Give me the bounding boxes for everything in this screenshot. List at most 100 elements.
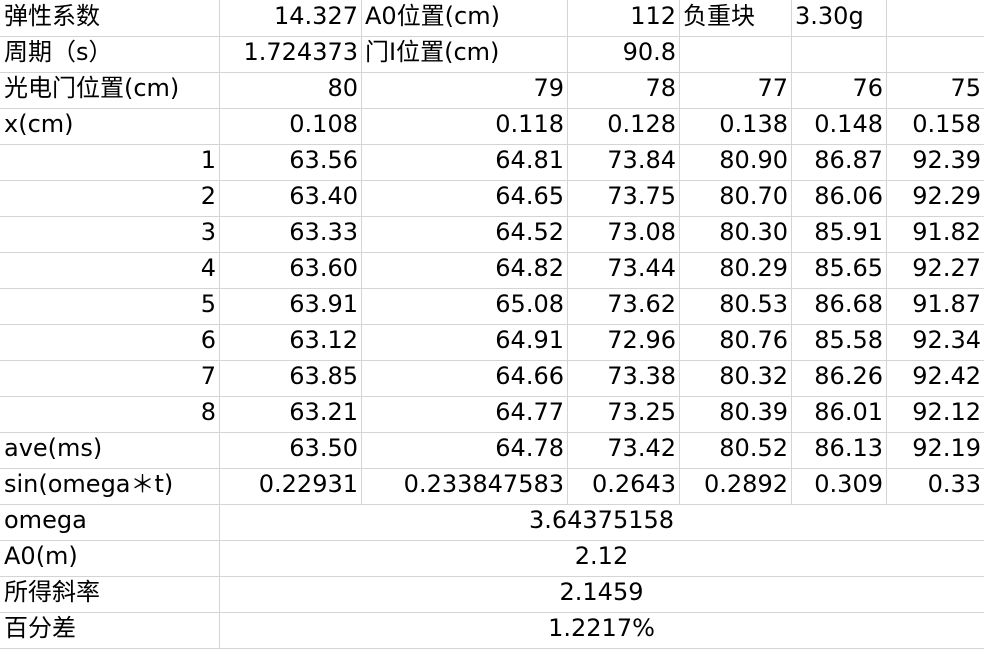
summary-value[interactable]: 3.64375158 [528, 506, 675, 534]
trial-value[interactable]: 63.33 [289, 218, 358, 246]
average-value[interactable]: 80.52 [719, 434, 788, 462]
trial-value[interactable]: 80.53 [719, 290, 788, 318]
trial-value[interactable]: 80.76 [719, 326, 788, 354]
trial-value[interactable]: 63.56 [289, 146, 358, 174]
trial-value[interactable]: 91.87 [912, 290, 981, 318]
x-cm-value[interactable]: 0.148 [814, 110, 883, 138]
average-value[interactable]: 92.19 [912, 434, 981, 462]
sin-omega-t-label[interactable]: sin(omega＊t) [4, 470, 174, 498]
trial-value[interactable]: 86.87 [814, 146, 883, 174]
header-cell[interactable] [886, 0, 984, 34]
trial-value[interactable]: 92.27 [912, 254, 981, 282]
summary-label[interactable]: A0(m) [4, 542, 78, 570]
summary-label[interactable]: 所得斜率 [4, 578, 100, 606]
gate-position-value[interactable]: 75 [950, 74, 981, 102]
header-cell[interactable]: 负重块 [683, 2, 755, 30]
x-cm-value[interactable]: 0.118 [495, 110, 564, 138]
sin-omega-t-value[interactable]: 0.33 [927, 470, 981, 498]
trial-value[interactable]: 63.21 [289, 398, 358, 426]
summary-value[interactable]: 2.1459 [559, 578, 644, 606]
header-cell[interactable]: 90.8 [622, 38, 676, 66]
average-value[interactable]: 73.42 [607, 434, 676, 462]
trial-value[interactable]: 86.26 [814, 362, 883, 390]
trial-value[interactable]: 92.12 [912, 398, 981, 426]
trial-value[interactable]: 80.32 [719, 362, 788, 390]
trial-value[interactable]: 86.06 [814, 182, 883, 210]
trial-number[interactable]: 6 [200, 326, 216, 354]
header-cell[interactable]: 14.327 [274, 2, 358, 30]
x-cm-value[interactable]: 0.158 [912, 110, 981, 138]
trial-value[interactable]: 73.84 [607, 146, 676, 174]
trial-number[interactable]: 3 [200, 218, 216, 246]
trial-value[interactable]: 80.70 [719, 182, 788, 210]
trial-value[interactable]: 92.42 [912, 362, 981, 390]
trial-number[interactable]: 5 [200, 290, 216, 318]
trial-value[interactable]: 64.81 [495, 146, 564, 174]
trial-value[interactable]: 80.39 [719, 398, 788, 426]
sin-omega-t-value[interactable]: 0.2892 [704, 470, 788, 498]
gate-position-value[interactable]: 79 [533, 74, 564, 102]
gate-position-value[interactable]: 76 [852, 74, 883, 102]
trial-value[interactable]: 64.77 [495, 398, 564, 426]
trial-value[interactable]: 63.60 [289, 254, 358, 282]
summary-value[interactable]: 1.2217% [548, 614, 655, 642]
sin-omega-t-value[interactable]: 0.233847583 [403, 470, 564, 498]
trial-value[interactable]: 85.91 [814, 218, 883, 246]
trial-number[interactable]: 2 [200, 182, 216, 210]
trial-value[interactable]: 65.08 [495, 290, 564, 318]
gate-position-value[interactable]: 77 [757, 74, 788, 102]
header-cell[interactable]: 周期（s） [4, 38, 113, 66]
trial-value[interactable]: 73.38 [607, 362, 676, 390]
header-cell[interactable] [791, 34, 886, 70]
trial-value[interactable]: 64.91 [495, 326, 564, 354]
sin-omega-t-value[interactable]: 0.22931 [258, 470, 358, 498]
trial-value[interactable]: 91.82 [912, 218, 981, 246]
trial-value[interactable]: 64.66 [495, 362, 564, 390]
trial-value[interactable]: 73.75 [607, 182, 676, 210]
average-value[interactable]: 86.13 [814, 434, 883, 462]
trial-value[interactable]: 92.34 [912, 326, 981, 354]
trial-value[interactable]: 80.30 [719, 218, 788, 246]
x-cm-value[interactable]: 0.128 [607, 110, 676, 138]
trial-value[interactable]: 73.08 [607, 218, 676, 246]
trial-value[interactable]: 92.29 [912, 182, 981, 210]
trial-value[interactable]: 63.40 [289, 182, 358, 210]
trial-value[interactable]: 85.65 [814, 254, 883, 282]
trial-value[interactable]: 86.68 [814, 290, 883, 318]
trial-value[interactable]: 72.96 [607, 326, 676, 354]
summary-label[interactable]: 百分差 [4, 614, 76, 642]
average-value[interactable]: 64.78 [495, 434, 564, 462]
trial-value[interactable]: 73.25 [607, 398, 676, 426]
trial-value[interactable]: 64.65 [495, 182, 564, 210]
header-cell[interactable] [886, 34, 984, 70]
trial-value[interactable]: 73.44 [607, 254, 676, 282]
header-cell[interactable]: 门I位置(cm) [365, 38, 500, 66]
average-value[interactable]: 63.50 [289, 434, 358, 462]
header-cell[interactable]: A0位置(cm) [365, 2, 500, 30]
header-cell[interactable]: 3.30g [795, 2, 864, 30]
sin-omega-t-value[interactable]: 0.309 [814, 470, 883, 498]
gate-position-label[interactable]: 光电门位置(cm) [4, 74, 180, 102]
trial-number[interactable]: 8 [200, 398, 216, 426]
trial-value[interactable]: 80.90 [719, 146, 788, 174]
trial-value[interactable]: 92.39 [912, 146, 981, 174]
trial-value[interactable]: 63.85 [289, 362, 358, 390]
trial-value[interactable]: 85.58 [814, 326, 883, 354]
x-cm-value[interactable]: 0.108 [289, 110, 358, 138]
header-cell[interactable]: 112 [630, 2, 676, 30]
trial-value[interactable]: 64.52 [495, 218, 564, 246]
trial-number[interactable]: 1 [200, 146, 216, 174]
header-cell[interactable] [679, 34, 791, 70]
trial-value[interactable]: 86.01 [814, 398, 883, 426]
header-cell[interactable]: 1.724373 [243, 38, 358, 66]
trial-value[interactable]: 80.29 [719, 254, 788, 282]
summary-value[interactable]: 2.12 [574, 542, 629, 570]
trial-value[interactable]: 63.91 [289, 290, 358, 318]
gate-position-value[interactable]: 80 [327, 74, 358, 102]
summary-label[interactable]: omega [4, 506, 87, 534]
average-label[interactable]: ave(ms) [4, 434, 103, 462]
gate-position-value[interactable]: 78 [645, 74, 676, 102]
trial-value[interactable]: 73.62 [607, 290, 676, 318]
trial-value[interactable]: 64.82 [495, 254, 564, 282]
x-cm-label[interactable]: x(cm) [4, 110, 74, 138]
